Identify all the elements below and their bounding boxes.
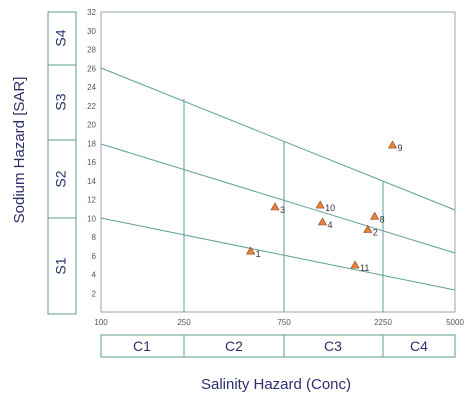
y-axis-label: Sodium Hazard [SAR] xyxy=(11,77,28,224)
x-tick-label: 2250 xyxy=(374,318,392,327)
y-tick-label: 22 xyxy=(87,102,96,111)
salinity-class-c4: C4 xyxy=(410,338,428,354)
salinity-class-box: C1 C2 C3 C4 xyxy=(100,334,456,358)
data-point-label: 9 xyxy=(398,143,403,153)
sodium-class-s4: S4 xyxy=(53,29,69,46)
y-tick-label: 8 xyxy=(92,233,97,242)
y-tick-label: 14 xyxy=(87,177,96,186)
data-point-label: 1 xyxy=(256,249,261,259)
s1-s2-boundary xyxy=(100,217,456,291)
x-axis-label: Salinity Hazard (Conc) xyxy=(201,376,351,393)
data-points: 1 2 3 4 8 9 10 11 xyxy=(246,140,403,273)
plot-area xyxy=(100,11,456,313)
salinity-class-c3: C3 xyxy=(324,338,342,354)
data-point-marker xyxy=(387,140,398,149)
y-tick-label: 12 xyxy=(87,196,96,205)
data-point-label: 10 xyxy=(325,203,335,213)
y-tick-label: 18 xyxy=(87,139,96,148)
y-tick-label: 4 xyxy=(92,271,97,280)
y-tick-label: 32 xyxy=(87,8,96,17)
data-point-label: 8 xyxy=(380,214,385,224)
sodium-class-s1: S1 xyxy=(53,257,69,274)
data-point-marker xyxy=(270,202,280,211)
x-tick-label: 250 xyxy=(177,318,191,327)
y-tick-label: 24 xyxy=(87,83,96,92)
data-point-marker xyxy=(318,217,328,226)
data-point-label: 3 xyxy=(280,205,285,215)
y-tick-label: 20 xyxy=(87,121,96,130)
s2-s3-boundary xyxy=(100,143,456,254)
s3-s4-boundary xyxy=(100,67,456,211)
y-tick-label: 28 xyxy=(87,46,96,55)
sodium-class-s3: S3 xyxy=(53,93,69,110)
y-tick-label: 2 xyxy=(92,289,97,298)
salinity-class-c2: C2 xyxy=(225,338,243,354)
classification-lines xyxy=(100,67,456,312)
data-point-marker xyxy=(350,260,360,269)
data-point-marker xyxy=(246,246,256,255)
data-point-label: 2 xyxy=(373,228,378,238)
y-tick-label: 30 xyxy=(87,27,96,36)
x-tick-label: 5000 xyxy=(446,318,464,327)
y-tick-label: 6 xyxy=(92,252,97,261)
data-point-marker xyxy=(315,200,325,209)
y-tick-label: 16 xyxy=(87,158,96,167)
x-tick-labels: 100 250 750 2250 5000 xyxy=(94,318,464,327)
y-tick-label: 26 xyxy=(87,64,96,73)
y-tick-label: 10 xyxy=(87,214,96,223)
x-tick-label: 750 xyxy=(277,318,291,327)
data-point-label: 11 xyxy=(360,263,369,273)
data-point-label: 4 xyxy=(328,220,333,230)
salinity-class-c1: C1 xyxy=(133,338,151,354)
data-point-marker xyxy=(370,211,380,220)
data-point-marker xyxy=(363,224,373,233)
x-tick-label: 100 xyxy=(94,318,108,327)
sodium-class-box: S4 S3 S2 S1 xyxy=(47,11,77,315)
sodium-class-s2: S2 xyxy=(53,170,69,187)
